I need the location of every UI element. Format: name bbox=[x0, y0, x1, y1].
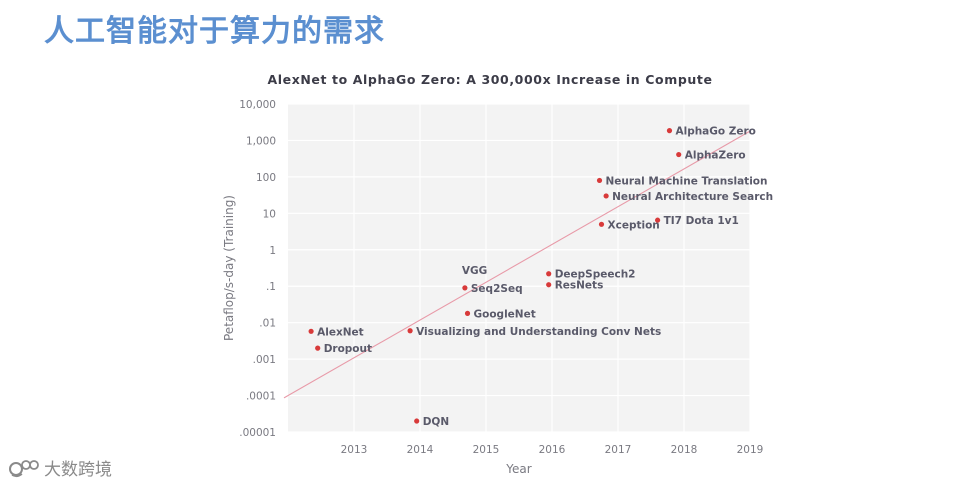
data-point bbox=[462, 285, 468, 291]
watermark: 大数跨境 bbox=[8, 455, 112, 480]
chart-title: AlexNet to AlphaGo Zero: A 300,000x Incr… bbox=[267, 72, 712, 87]
x-tick-label: 2019 bbox=[737, 444, 764, 456]
data-points bbox=[308, 128, 682, 424]
data-point bbox=[596, 177, 603, 184]
point-label: Visualizing and Understanding Conv Nets bbox=[416, 326, 661, 338]
point-label: Seq2Seq bbox=[471, 283, 523, 295]
data-point bbox=[676, 151, 682, 158]
x-tick-label: 2015 bbox=[473, 444, 500, 456]
point-label: Xception bbox=[608, 219, 660, 231]
x-axis-label: Year bbox=[505, 462, 531, 476]
point-label: AlphaGo Zero bbox=[675, 126, 755, 138]
data-point bbox=[546, 282, 552, 288]
x-axis-ticks: 2013 2014 2015 2016 2017 2018 2019 bbox=[341, 444, 764, 456]
y-tick-label: .001 bbox=[253, 354, 276, 366]
x-tick-label: 2016 bbox=[539, 444, 566, 456]
point-label: Dropout bbox=[324, 343, 372, 355]
x-tick-label: 2013 bbox=[341, 444, 368, 456]
y-tick-label: 10,000 bbox=[239, 99, 276, 111]
plot-area bbox=[288, 104, 750, 432]
y-axis-label: Petaflop/s-day (Training) bbox=[222, 195, 236, 341]
x-tick-label: 2017 bbox=[605, 444, 632, 456]
y-tick-label: 1,000 bbox=[246, 135, 276, 147]
point-label: AlexNet bbox=[317, 326, 364, 338]
point-label: DeepSpeech2 bbox=[555, 269, 636, 281]
point-label: Neural Architecture Search bbox=[612, 191, 773, 203]
watermark-text: 大数跨境 bbox=[44, 460, 112, 480]
y-axis-ticks: 10,000 1,000 100 10 1 .1 .01 .001 .0001 .00001 bbox=[239, 99, 276, 439]
point-labels: AlexNet Dropout Visualizing and Understand… bbox=[317, 126, 773, 428]
data-point bbox=[666, 128, 673, 134]
data-point bbox=[414, 418, 420, 424]
data-point bbox=[598, 221, 605, 227]
x-tick-label: 2018 bbox=[671, 444, 698, 456]
y-tick-label: .1 bbox=[266, 281, 276, 293]
data-point bbox=[315, 345, 321, 351]
grid-lines bbox=[288, 103, 751, 433]
y-tick-label: 1 bbox=[269, 245, 276, 257]
data-point bbox=[546, 271, 552, 277]
point-label: GoogleNet bbox=[474, 308, 536, 320]
y-tick-label: .0001 bbox=[246, 391, 276, 403]
point-label: VGG bbox=[462, 265, 487, 277]
trend-line bbox=[283, 130, 751, 399]
y-tick-label: 10 bbox=[263, 208, 276, 220]
data-point bbox=[655, 217, 661, 223]
point-label: ResNets bbox=[555, 280, 604, 292]
y-tick-label: 100 bbox=[256, 172, 276, 184]
point-label: DQN bbox=[423, 416, 449, 428]
y-tick-label: .00001 bbox=[239, 427, 276, 439]
data-point bbox=[407, 328, 413, 334]
x-tick-label: 2014 bbox=[407, 444, 434, 456]
data-point bbox=[603, 193, 609, 199]
point-label: AlphaZero bbox=[685, 150, 746, 162]
slide-title: 人工智能对于算力的需求 bbox=[44, 14, 385, 49]
watermark-logo-icon bbox=[9, 459, 39, 477]
data-point bbox=[464, 310, 471, 316]
point-label: Neural Machine Translation bbox=[606, 175, 768, 187]
data-point bbox=[308, 328, 314, 334]
trend-line-group bbox=[283, 130, 751, 399]
point-label: TI7 Dota 1v1 bbox=[664, 215, 739, 227]
y-tick-label: .01 bbox=[259, 318, 276, 330]
